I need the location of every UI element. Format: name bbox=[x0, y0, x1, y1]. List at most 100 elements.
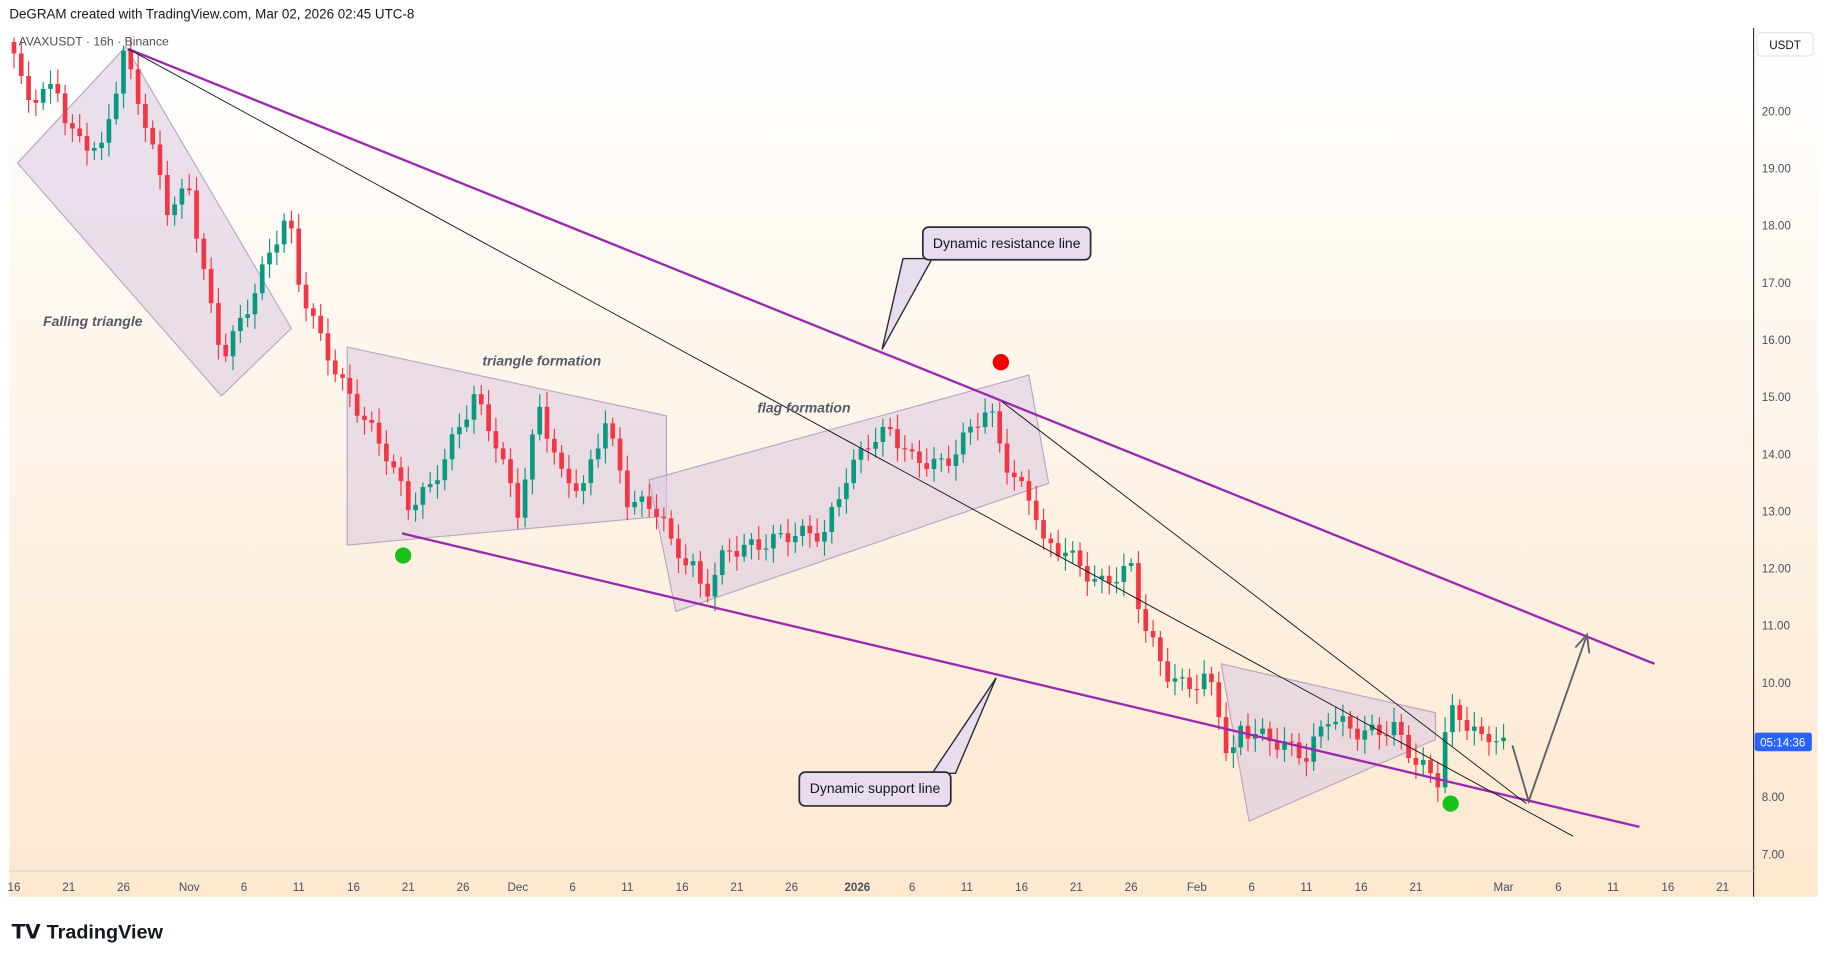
candle-body bbox=[566, 468, 572, 484]
candle-body bbox=[865, 448, 871, 450]
candle-body bbox=[551, 438, 557, 453]
candle-body bbox=[1048, 538, 1054, 544]
candle-body bbox=[1238, 725, 1244, 748]
candle-body bbox=[84, 136, 90, 151]
candle-body bbox=[1347, 716, 1353, 729]
tradingview-logo-mark: 𝗧𝗩 bbox=[12, 922, 42, 944]
time-tick-label: 11 bbox=[1607, 881, 1619, 894]
candle-body bbox=[909, 449, 915, 452]
candle-body bbox=[822, 532, 827, 542]
candle-body bbox=[814, 533, 820, 542]
candle-body bbox=[676, 538, 681, 559]
candle-body bbox=[1165, 661, 1170, 682]
candle-body bbox=[975, 426, 981, 428]
candle-body bbox=[544, 406, 550, 439]
candle-body bbox=[33, 99, 39, 103]
candle-body bbox=[1479, 726, 1484, 735]
currency-button[interactable] bbox=[1756, 32, 1814, 57]
arrow-head-icon bbox=[1574, 632, 1591, 654]
candle-body bbox=[522, 479, 528, 518]
price-tick-label: 16.00 bbox=[1762, 334, 1792, 347]
time-tick-label: 11 bbox=[961, 881, 973, 894]
candle-body bbox=[55, 83, 61, 94]
candle-body bbox=[829, 507, 835, 533]
candle-body bbox=[391, 461, 397, 468]
candle-body bbox=[186, 188, 192, 191]
candle-body bbox=[1106, 575, 1112, 584]
price-tick-label: 8.00 bbox=[1762, 791, 1785, 804]
candle-body bbox=[654, 508, 659, 517]
candle-body bbox=[1274, 741, 1280, 750]
candle-body bbox=[990, 411, 995, 413]
candle-body bbox=[1121, 566, 1127, 582]
candle-body bbox=[734, 550, 740, 557]
candle-body bbox=[1128, 563, 1134, 567]
candle-body bbox=[303, 284, 309, 309]
candle-body bbox=[749, 539, 754, 545]
candle-body bbox=[968, 426, 973, 433]
resistance-callout[interactable]: Dynamic resistance line bbox=[881, 226, 1092, 350]
candle-body bbox=[924, 463, 930, 470]
candle-body bbox=[48, 83, 53, 89]
candle-body bbox=[741, 544, 747, 557]
candle-body bbox=[1318, 726, 1324, 737]
candle-body bbox=[106, 119, 112, 143]
candle-body bbox=[1201, 673, 1207, 690]
candle-body bbox=[844, 483, 849, 500]
candle-body bbox=[1296, 742, 1302, 759]
candle-body bbox=[1019, 477, 1024, 482]
countdown-badge bbox=[1754, 732, 1812, 752]
time-tick-label: 6 bbox=[569, 881, 575, 894]
candle-body bbox=[1289, 741, 1295, 743]
candle-body bbox=[128, 50, 134, 70]
candle-body bbox=[325, 333, 331, 361]
support-callout[interactable]: Dynamic support line bbox=[798, 677, 997, 807]
candle-body bbox=[931, 458, 937, 470]
candle-body bbox=[880, 426, 886, 442]
candle-body bbox=[384, 443, 389, 462]
time-tick-label: 11 bbox=[293, 881, 305, 894]
candle-body bbox=[639, 496, 645, 502]
tradingview-logo[interactable]: 𝗧𝗩 TradingView bbox=[12, 922, 164, 944]
price-tick-label: 15.00 bbox=[1762, 391, 1792, 404]
candle-body bbox=[478, 394, 484, 405]
candle-body bbox=[354, 393, 360, 416]
candle-body bbox=[953, 454, 959, 466]
candle-body bbox=[946, 458, 951, 466]
candle-body bbox=[398, 467, 404, 482]
candle-body bbox=[164, 175, 170, 216]
candle-body bbox=[1493, 741, 1499, 743]
candle-body bbox=[997, 411, 1003, 444]
candle-body bbox=[1011, 472, 1017, 478]
price-axis[interactable]: 20.00 19.00 18.00 17.00 16.00 15.00 14.00 13.00… bbox=[1762, 105, 1792, 861]
price-tick-label: 12.00 bbox=[1762, 563, 1792, 576]
candle-body bbox=[1282, 741, 1287, 750]
time-tick-label: 26 bbox=[785, 881, 798, 894]
time-tick-label: 16 bbox=[1661, 881, 1674, 894]
candle-body bbox=[40, 88, 46, 103]
candle-body bbox=[712, 574, 718, 597]
black-trendline bbox=[127, 48, 1574, 837]
candle-body bbox=[727, 550, 732, 552]
candle-body bbox=[595, 448, 601, 460]
symbol-legend: AVAXUSDT · 16h · Binance bbox=[19, 34, 169, 48]
candle-body bbox=[157, 144, 163, 176]
candle-body bbox=[296, 228, 302, 285]
candle-body bbox=[135, 69, 141, 104]
header-credit: DeGRAM created with TradingView.com, Mar… bbox=[9, 7, 414, 22]
candle-body bbox=[1085, 566, 1090, 582]
candle-body bbox=[887, 426, 893, 430]
candle-body bbox=[1501, 737, 1506, 742]
candle-body bbox=[362, 415, 367, 420]
candle-body bbox=[77, 128, 83, 137]
time-axis[interactable]: 16 21 26 Nov 6 11 16 21 26 Dec 6 11 16 21 26 2026 6 11 16 2… bbox=[8, 881, 1730, 894]
time-tick-label: 21 bbox=[1070, 881, 1083, 894]
time-tick-label: 11 bbox=[621, 881, 633, 894]
candle-body bbox=[11, 42, 17, 54]
candle-body bbox=[1231, 747, 1236, 754]
candle-body bbox=[18, 53, 24, 77]
time-tick-label: 16 bbox=[1355, 881, 1368, 894]
candle-body bbox=[1260, 728, 1265, 734]
candle-body bbox=[1304, 758, 1309, 762]
candle-body bbox=[318, 315, 323, 334]
